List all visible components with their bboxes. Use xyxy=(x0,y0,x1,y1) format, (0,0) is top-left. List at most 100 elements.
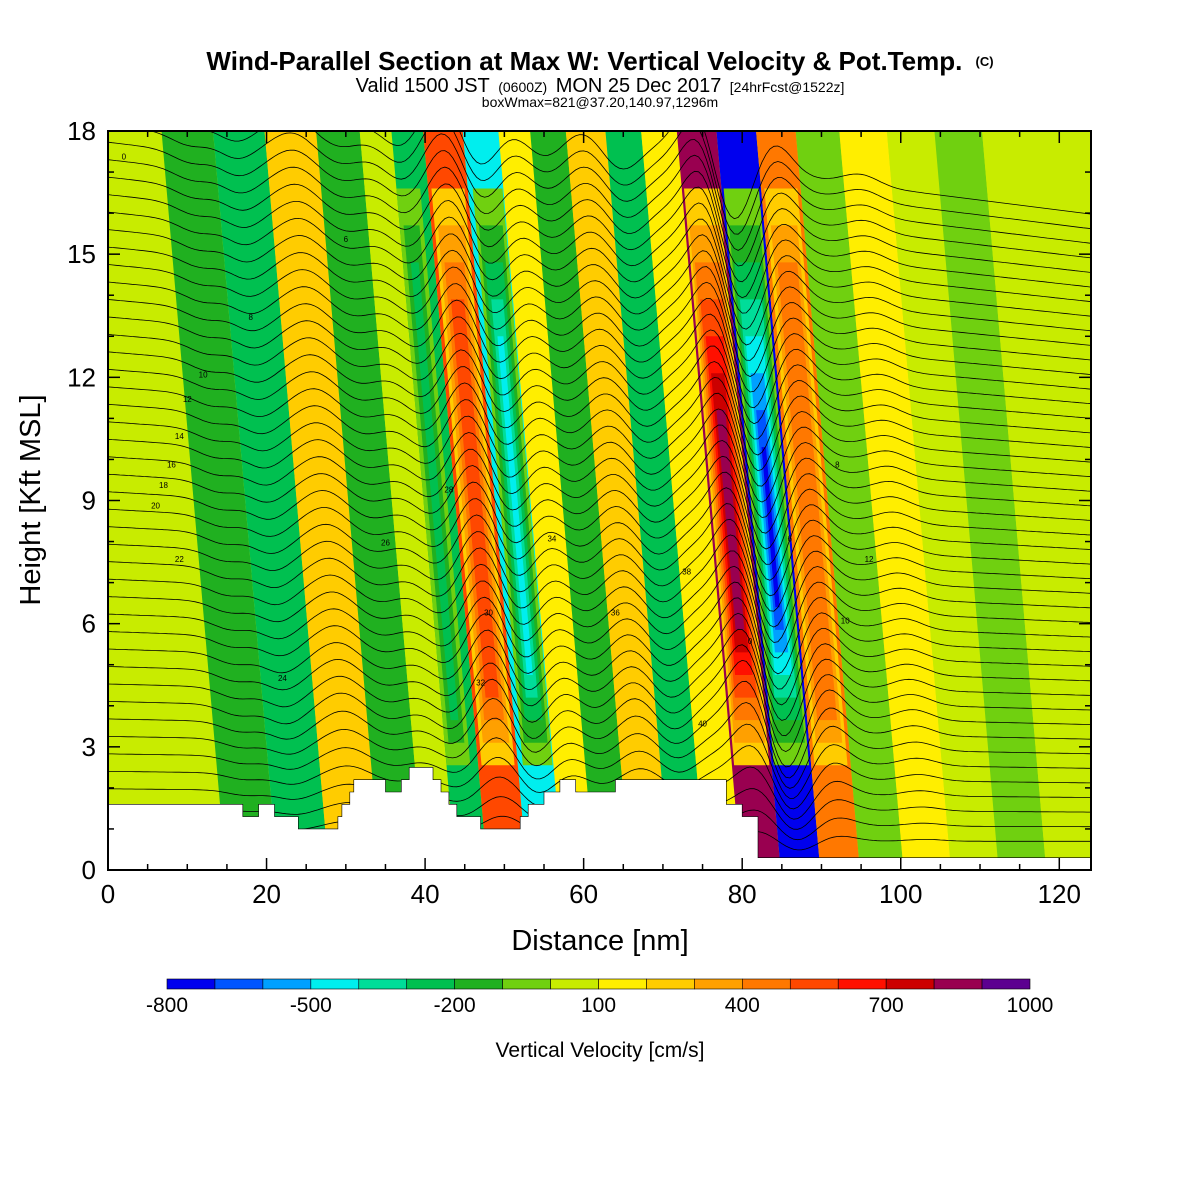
colorbar-swatch xyxy=(454,978,503,990)
colorbar-swatch xyxy=(646,978,695,990)
colorbar-swatch xyxy=(310,978,360,990)
colorbar-swatch xyxy=(406,978,455,990)
theta-contour xyxy=(108,176,1091,299)
theta-contour xyxy=(108,281,1091,393)
theta-contour xyxy=(108,612,1091,721)
theta-contour xyxy=(108,313,1091,425)
theta-contour xyxy=(108,534,1091,643)
theta-contour xyxy=(108,745,1091,810)
x-tick-label: 120 xyxy=(1038,879,1081,909)
chart-subtitle: Valid 1500 JST (0600Z) MON 25 Dec 2017 [… xyxy=(356,75,845,97)
x-tick-label: 0 xyxy=(101,879,115,909)
theta-contour-label: 34 xyxy=(547,535,556,544)
x-tick-label: 20 xyxy=(252,879,281,909)
velocity-band xyxy=(108,131,226,870)
colorbar-swatch xyxy=(789,978,839,990)
colorbar-swatch xyxy=(166,978,216,990)
x-tick-label: 60 xyxy=(569,879,598,909)
theta-contour xyxy=(108,702,1091,789)
theta-contour xyxy=(108,440,1091,550)
theta-contour xyxy=(371,131,1091,220)
colorbar-swatch xyxy=(598,978,647,990)
y-tick-label: 15 xyxy=(67,239,96,269)
velocity-band xyxy=(161,131,278,870)
velocity-core xyxy=(497,336,533,675)
chart-subtitle-2: boxWmax=821@37.20,140.97,1296m xyxy=(482,94,718,110)
theta-contour xyxy=(108,246,1091,361)
theta-contour xyxy=(108,361,1091,472)
theta-contour xyxy=(108,487,1091,597)
theta-contour-label: 16 xyxy=(167,461,176,470)
theta-contour-label: 24 xyxy=(278,674,287,683)
y-tick-label: 18 xyxy=(67,116,96,146)
theta-contour xyxy=(108,471,1091,581)
theta-contour-label: 36 xyxy=(611,608,620,617)
theta-contour xyxy=(108,518,1091,628)
vertical-velocity-field xyxy=(108,131,1091,870)
theta-contour-label: 32 xyxy=(476,678,485,687)
theta-contour xyxy=(108,644,1091,753)
y-tick-label: 0 xyxy=(82,855,96,885)
velocity-band xyxy=(886,131,999,870)
velocity-band xyxy=(530,131,631,870)
plot-area: 0 6 8 10 12 14 16 18 20 22 24 26 28 30 32 34 36 38 40 0 6 8 10… xyxy=(108,131,1091,870)
theta-contour-label: 18 xyxy=(159,481,168,490)
theta-contour xyxy=(108,581,1091,690)
velocity-core xyxy=(761,447,780,608)
colorbar-swatch xyxy=(933,978,983,990)
theta-contour-label: 14 xyxy=(175,432,184,441)
theta-contour-label: 6 xyxy=(344,235,349,244)
theta-contour-label: 38 xyxy=(682,567,691,576)
theta-contour xyxy=(108,424,1091,534)
theta-contour xyxy=(108,264,1091,377)
theta-contour-label: 26 xyxy=(381,539,390,548)
theta-contour xyxy=(108,597,1091,706)
theta-contour-label: 12 xyxy=(865,555,874,564)
theta-contour-label: 28 xyxy=(444,485,453,494)
theta-contour xyxy=(108,455,1091,565)
theta-contour-label: 6 xyxy=(788,535,793,544)
velocity-core xyxy=(457,336,494,675)
velocity-band xyxy=(981,131,1082,870)
terrain xyxy=(108,767,1091,870)
velocity-band xyxy=(839,131,952,870)
theta-contour xyxy=(108,628,1091,737)
colorbar: -800 -500 -200 100 400 700 1000 xyxy=(146,978,1053,1017)
theta-contour-label: 8 xyxy=(248,313,253,322)
velocity-band xyxy=(498,131,595,870)
velocity-band xyxy=(641,131,742,870)
x-axis: 0 20 40 60 80 100 120 xyxy=(101,131,1081,909)
theta-contour xyxy=(108,503,1091,612)
theta-contour xyxy=(108,159,1091,283)
velocity-band xyxy=(565,131,670,870)
theta-contour xyxy=(108,550,1091,659)
colorbar-title: Vertical Velocity [cm/s] xyxy=(496,1039,705,1062)
colorbar-label: -800 xyxy=(146,994,188,1017)
velocity-band xyxy=(213,131,329,870)
y-tick-label: 3 xyxy=(82,732,96,762)
y-tick-label: 6 xyxy=(82,609,96,639)
theta-contour xyxy=(108,723,1091,799)
x-tick-label: 40 xyxy=(411,879,440,909)
colorbar-label: 700 xyxy=(869,994,904,1017)
theta-contour xyxy=(108,329,1091,440)
theta-contour-label: 22 xyxy=(175,555,184,564)
x-axis-title: Distance [nm] xyxy=(511,925,688,957)
colorbar-label: -500 xyxy=(290,994,332,1017)
theta-contour xyxy=(108,659,1091,768)
chart-title: Wind-Parallel Section at Max W: Vertical… xyxy=(206,46,993,76)
theta-contour xyxy=(108,141,1091,267)
velocity-core xyxy=(410,262,459,721)
colorbar-swatch xyxy=(214,978,264,990)
theta-contour xyxy=(108,345,1091,456)
y-tick-label: 12 xyxy=(67,362,96,392)
colorbar-swatch xyxy=(837,978,887,990)
colorbar-swatch xyxy=(550,978,599,990)
colorbar-label: 400 xyxy=(725,994,760,1017)
colorbar-swatch xyxy=(742,978,791,990)
theta-contour xyxy=(108,408,1091,518)
theta-contour-label: 12 xyxy=(183,395,192,404)
theta-contour-label: 40 xyxy=(698,719,707,728)
